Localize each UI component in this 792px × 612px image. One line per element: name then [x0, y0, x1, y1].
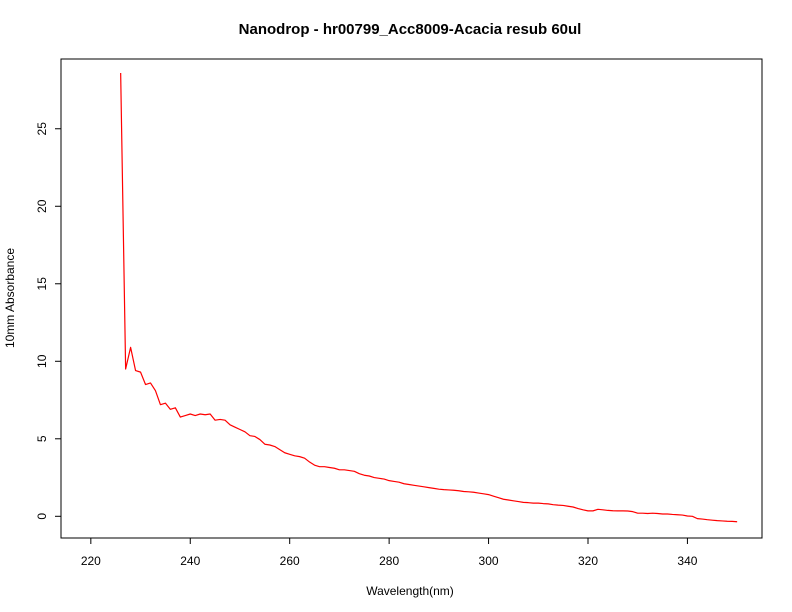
x-tick-label: 240 [180, 554, 200, 568]
x-axis: 220 240 260 280 300 320 340 [81, 538, 698, 568]
y-tick-label: 25 [35, 122, 49, 136]
x-axis-label: Wavelength(nm) [366, 584, 454, 598]
absorbance-series-line [120, 72, 738, 523]
x-tick-label: 300 [479, 554, 499, 568]
x-tick-label: 320 [578, 554, 598, 568]
y-axis: 0 5 10 15 20 25 [35, 122, 61, 520]
y-tick-label: 15 [35, 277, 49, 291]
x-tick-label: 220 [81, 554, 101, 568]
y-tick-label: 20 [35, 199, 49, 213]
plot-frame [60, 58, 763, 539]
y-tick-label: 10 [35, 354, 49, 368]
x-tick-label: 260 [280, 554, 300, 568]
chart-title: Nanodrop - hr00799_Acc8009-Acacia resub … [239, 21, 582, 38]
y-axis-label: 10mm Absorbance [3, 248, 17, 348]
series-layer [120, 72, 738, 523]
y-tick-label: 0 [35, 513, 49, 520]
x-tick-label: 280 [379, 554, 399, 568]
x-tick-label: 340 [677, 554, 697, 568]
y-tick-label: 5 [35, 435, 49, 442]
